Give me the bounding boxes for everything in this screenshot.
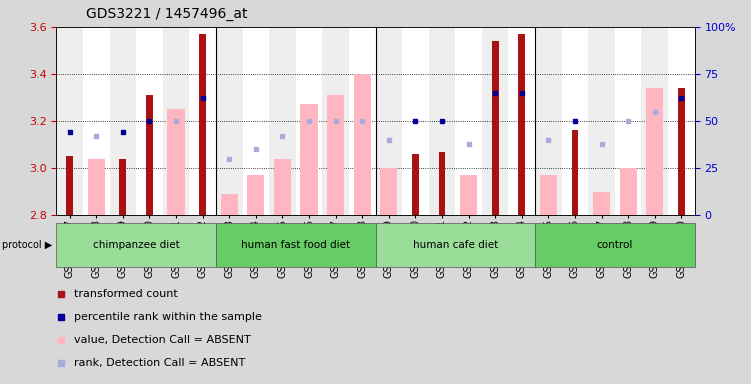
Text: value, Detection Call = ABSENT: value, Detection Call = ABSENT [74, 335, 251, 345]
Bar [540, 175, 557, 215]
Bar [199, 34, 206, 215]
Bar [678, 88, 685, 215]
Bar [327, 95, 344, 215]
Bar [189, 27, 216, 215]
Bar [460, 175, 477, 215]
Text: rank, Detection Call = ABSENT: rank, Detection Call = ABSENT [74, 358, 246, 368]
Bar [482, 27, 508, 215]
Bar [216, 223, 376, 267]
Bar [376, 27, 402, 215]
Bar [518, 34, 525, 215]
Bar [269, 27, 296, 215]
Bar [56, 27, 83, 215]
Bar [508, 27, 535, 215]
Bar [163, 27, 189, 215]
Bar [412, 154, 419, 215]
Bar [119, 159, 126, 215]
Text: human fast food diet: human fast food diet [241, 240, 350, 250]
Bar [439, 152, 445, 215]
Bar [572, 130, 578, 215]
Bar [243, 27, 269, 215]
Bar [322, 27, 349, 215]
Bar [402, 27, 429, 215]
Bar [56, 223, 216, 267]
Bar [136, 27, 163, 215]
Bar [216, 27, 243, 215]
Bar [429, 27, 455, 215]
Text: transformed count: transformed count [74, 290, 178, 300]
Bar [274, 159, 291, 215]
Bar [376, 223, 535, 267]
Bar [247, 175, 264, 215]
Bar [646, 88, 663, 215]
Text: GDS3221 / 1457496_at: GDS3221 / 1457496_at [86, 7, 248, 21]
Bar [380, 168, 397, 215]
Text: control: control [597, 240, 633, 250]
Bar [296, 27, 322, 215]
Bar [588, 27, 615, 215]
Bar [455, 27, 482, 215]
Text: percentile rank within the sample: percentile rank within the sample [74, 313, 262, 323]
Bar [349, 27, 376, 215]
Bar [668, 27, 695, 215]
Bar [641, 27, 668, 215]
Bar [146, 95, 152, 215]
Bar [535, 223, 695, 267]
Bar [66, 156, 73, 215]
Bar [300, 104, 318, 215]
Bar [167, 109, 185, 215]
Bar [593, 192, 611, 215]
Bar [620, 168, 637, 215]
Bar [110, 27, 136, 215]
Bar [562, 27, 588, 215]
Bar [354, 74, 371, 215]
Bar [83, 27, 110, 215]
Bar [492, 41, 499, 215]
Bar [88, 159, 105, 215]
Text: human cafe diet: human cafe diet [412, 240, 498, 250]
Bar [221, 194, 238, 215]
Text: chimpanzee diet: chimpanzee diet [92, 240, 179, 250]
Text: protocol ▶: protocol ▶ [2, 240, 53, 250]
Bar [535, 27, 562, 215]
Bar [615, 27, 641, 215]
